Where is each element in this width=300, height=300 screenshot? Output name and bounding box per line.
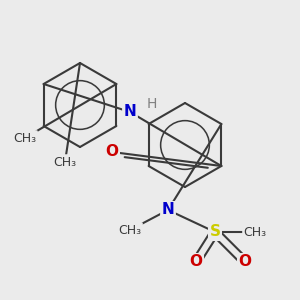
- Text: CH₃: CH₃: [14, 131, 37, 145]
- Text: O: O: [238, 254, 251, 269]
- Text: O: O: [106, 145, 118, 160]
- Text: N: N: [124, 104, 136, 119]
- Text: CH₃: CH₃: [118, 224, 142, 236]
- Text: S: S: [209, 224, 220, 239]
- Text: O: O: [190, 254, 202, 269]
- Text: H: H: [147, 97, 157, 111]
- Text: CH₃: CH₃: [243, 226, 267, 238]
- Text: CH₃: CH₃: [53, 155, 76, 169]
- Text: N: N: [162, 202, 174, 217]
